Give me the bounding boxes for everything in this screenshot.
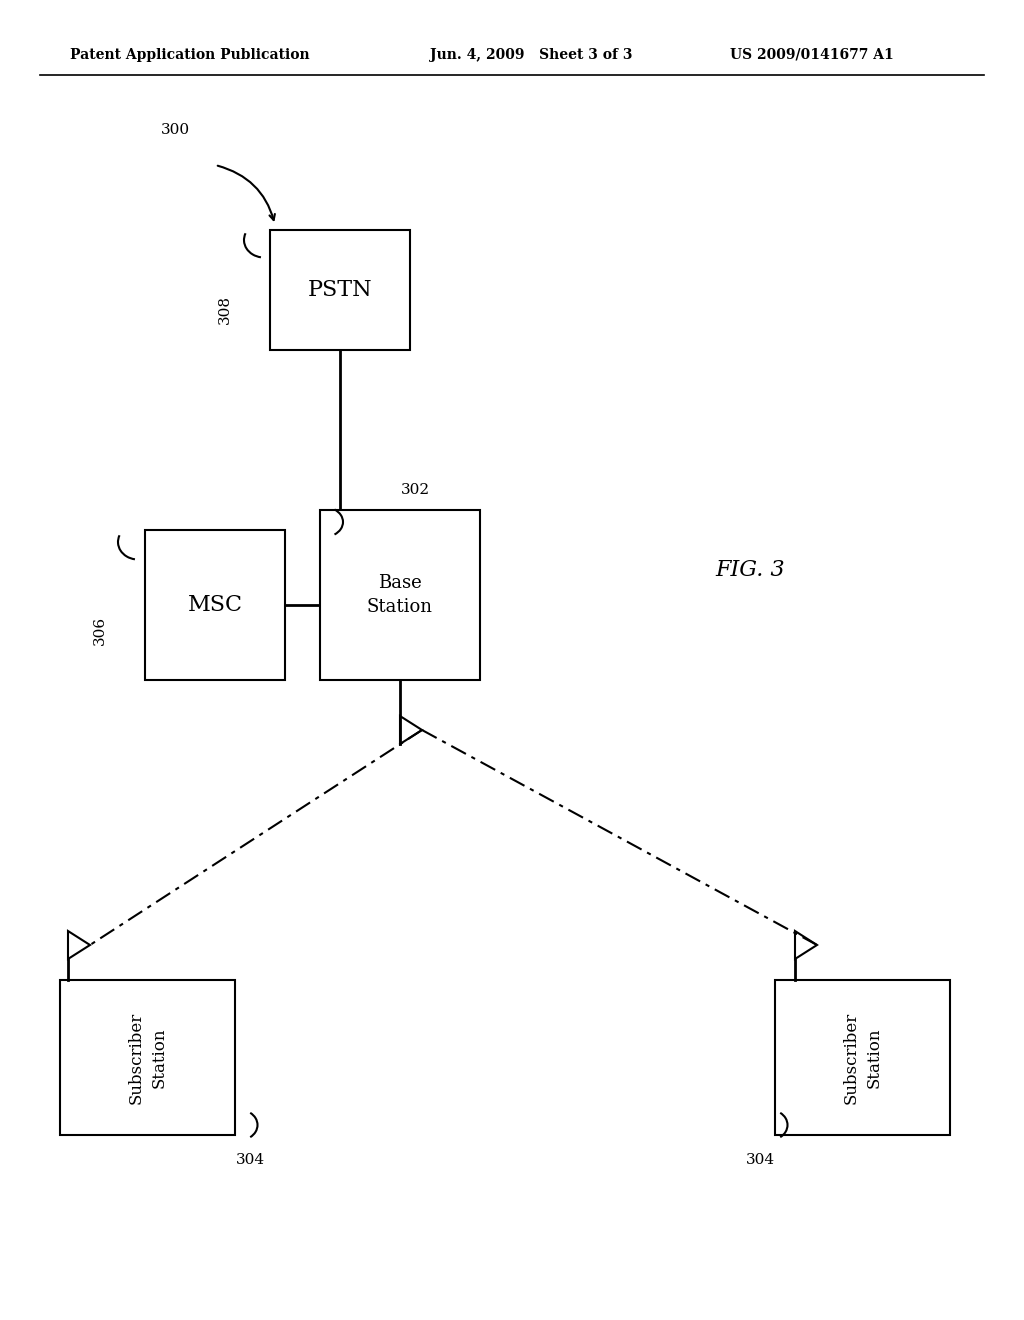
Text: 304: 304 bbox=[236, 1152, 264, 1167]
Bar bbox=[145, 531, 285, 680]
Text: PSTN: PSTN bbox=[307, 279, 373, 301]
Text: Jun. 4, 2009   Sheet 3 of 3: Jun. 4, 2009 Sheet 3 of 3 bbox=[430, 48, 633, 62]
Text: 304: 304 bbox=[745, 1152, 774, 1167]
Text: FIG. 3: FIG. 3 bbox=[715, 558, 784, 581]
Text: 302: 302 bbox=[400, 483, 429, 498]
Text: Patent Application Publication: Patent Application Publication bbox=[70, 48, 309, 62]
Bar bbox=[270, 230, 410, 350]
Text: MSC: MSC bbox=[187, 594, 243, 616]
Text: Base
Station: Base Station bbox=[367, 574, 433, 616]
Text: 300: 300 bbox=[161, 123, 189, 137]
Text: 308: 308 bbox=[218, 296, 232, 325]
Bar bbox=[775, 979, 950, 1135]
Text: 306: 306 bbox=[93, 615, 106, 644]
Text: Subscriber
Station: Subscriber Station bbox=[843, 1011, 883, 1104]
Text: Subscriber
Station: Subscriber Station bbox=[127, 1011, 168, 1104]
Bar bbox=[319, 510, 480, 680]
Bar bbox=[60, 979, 234, 1135]
Text: US 2009/0141677 A1: US 2009/0141677 A1 bbox=[730, 48, 894, 62]
